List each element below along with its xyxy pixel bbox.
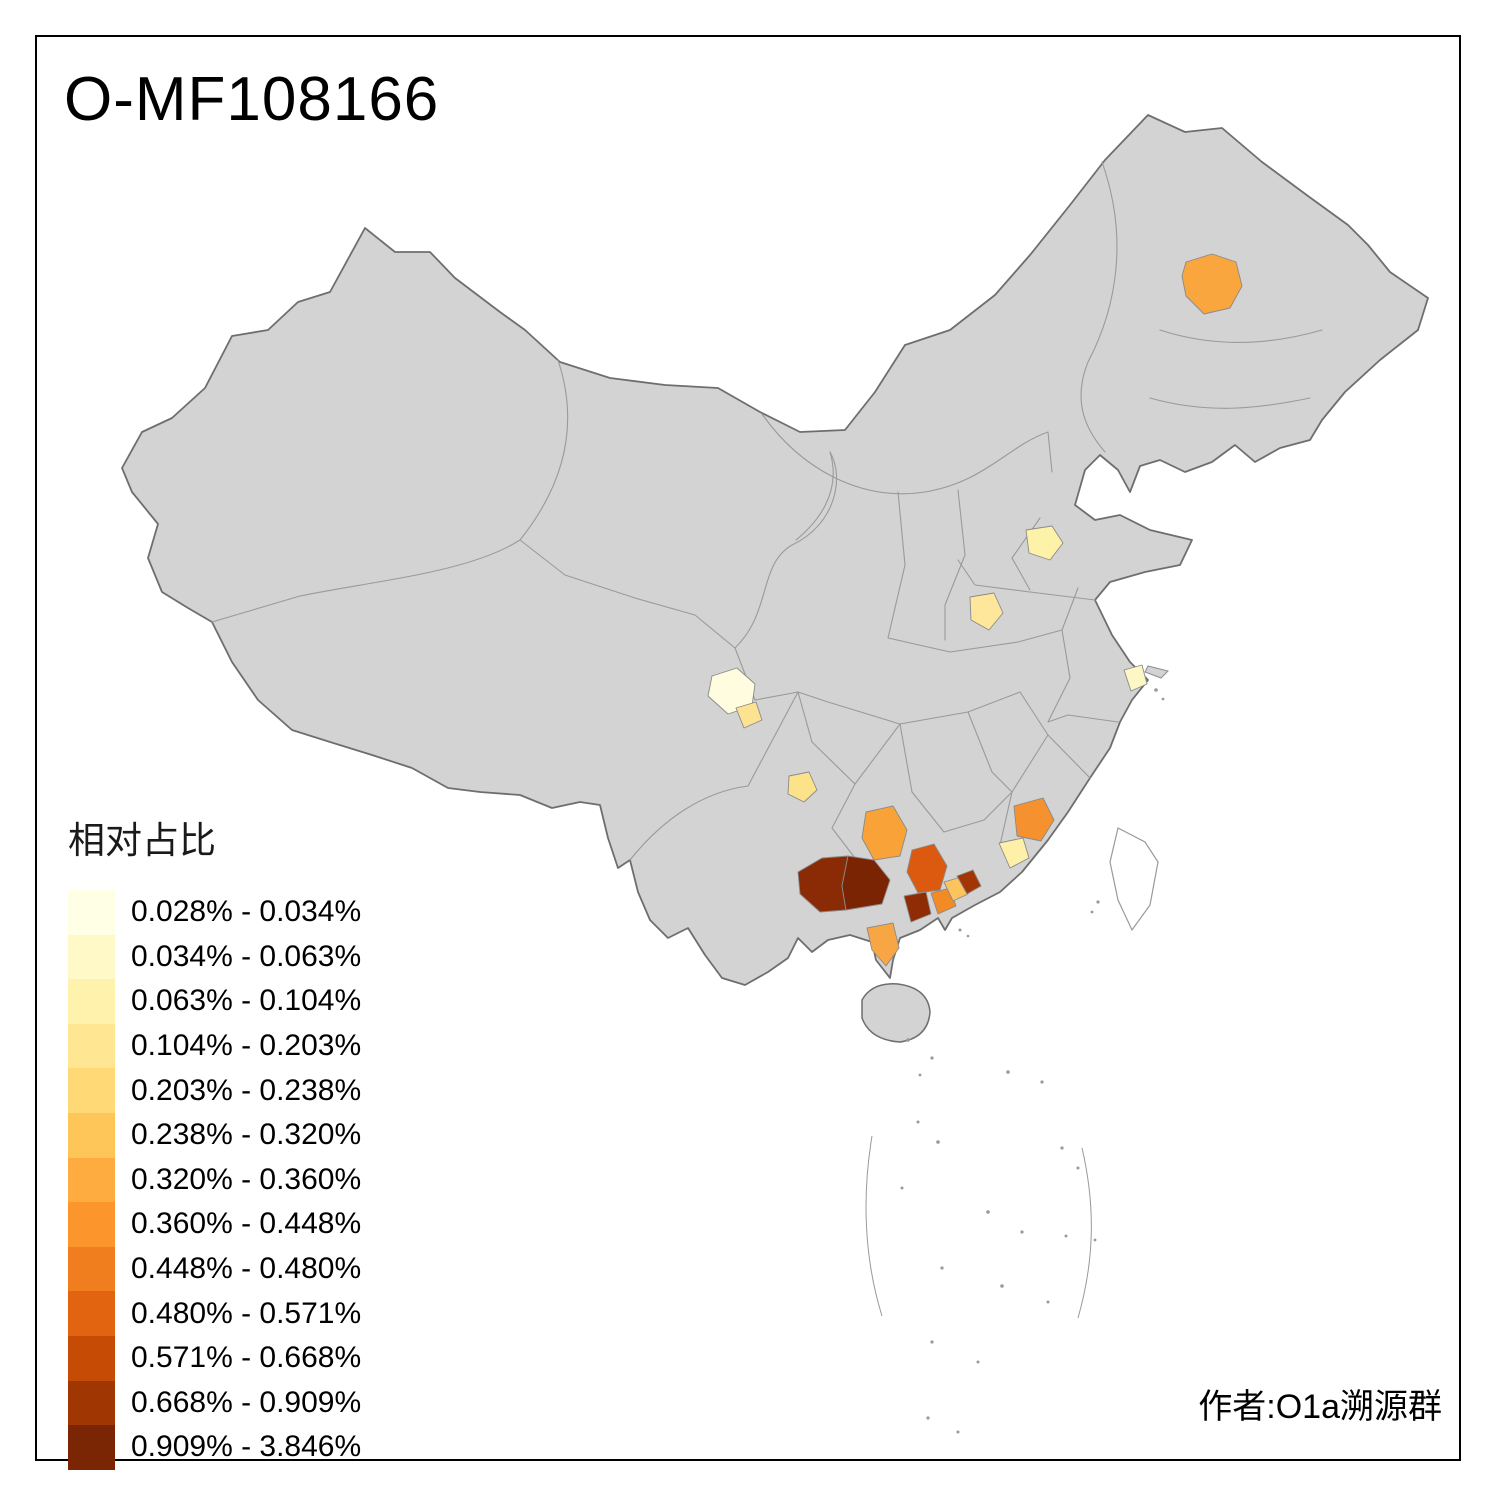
legend-label: 0.203% - 0.238% — [131, 1073, 362, 1107]
map-region-guangxi-north — [861, 805, 908, 861]
legend-label: 0.360% - 0.448% — [131, 1207, 362, 1241]
legend-title: 相对占比 — [68, 820, 216, 861]
legend-swatch — [68, 1023, 115, 1069]
legend-item: 0.028% - 0.034% — [68, 890, 361, 935]
legend-swatch — [68, 1246, 115, 1292]
legend-label: 0.028% - 0.034% — [131, 895, 362, 929]
legend-label: 0.238% - 0.320% — [131, 1118, 362, 1152]
map-region-shandong-west — [1025, 525, 1064, 561]
legend: 相对占比 0.028% - 0.034% 0.034% - 0.063% 0.063… — [68, 810, 361, 1470]
legend-label: 0.668% - 0.909% — [131, 1385, 362, 1419]
map-region-guangdong-west — [956, 869, 982, 895]
legend-swatch — [68, 1380, 115, 1426]
map-region-northeast — [1181, 253, 1243, 315]
legend-item: 0.320% - 0.360% — [68, 1157, 362, 1203]
map-region-leizhou — [866, 922, 900, 967]
south-china-sea-islands — [865, 688, 1165, 1434]
map-region-henan-east — [969, 592, 1004, 631]
map-region-sichuan-south — [735, 701, 763, 729]
hainan-island — [861, 983, 931, 1043]
legend-label: 0.571% - 0.668% — [131, 1341, 362, 1375]
taiwan-island — [1109, 827, 1159, 932]
legend-item: 0.448% - 0.480% — [68, 1246, 362, 1292]
legend-item: 0.063% - 0.104% — [68, 979, 361, 1024]
legend-label: 0.104% - 0.203% — [131, 1029, 362, 1063]
highlighted-regions — [707, 253, 1243, 967]
legend-swatch — [68, 1157, 115, 1203]
legend-swatch — [68, 890, 115, 935]
legend-item: 0.203% - 0.238% — [68, 1068, 361, 1113]
legend-swatch — [68, 1202, 115, 1247]
legend-items: 0.028% - 0.034% 0.034% - 0.063% 0.063% - 0… — [68, 890, 361, 1470]
legend-item: 0.360% - 0.448% — [68, 1202, 361, 1247]
map-region-guangxi-central — [906, 843, 948, 894]
province-borders — [211, 161, 1323, 863]
legend-swatch — [68, 1112, 115, 1158]
legend-label: 0.480% - 0.571% — [131, 1296, 362, 1330]
legend-label: 0.034% - 0.063% — [131, 939, 362, 973]
map-region-shanghai — [1123, 664, 1148, 692]
map-region-fujian-coast — [998, 837, 1030, 869]
legend-swatch — [68, 1291, 115, 1336]
legend-item: 0.238% - 0.320% — [68, 1112, 362, 1158]
credit: 作者:O1a溯源群 — [1198, 1388, 1442, 1426]
legend-swatch — [68, 979, 115, 1024]
page-title: O-MF108166 — [64, 65, 440, 134]
legend-item: 0.480% - 0.571% — [68, 1291, 361, 1336]
legend-item: 0.909% - 3.846% — [68, 1425, 361, 1470]
legend-item: 0.668% - 0.909% — [68, 1380, 362, 1426]
legend-swatch — [68, 1425, 115, 1470]
legend-swatch — [68, 1068, 115, 1113]
legend-label: 0.909% - 3.846% — [131, 1430, 362, 1464]
sea-boundary-line-east — [1077, 1147, 1092, 1319]
legend-label: 0.320% - 0.360% — [131, 1162, 362, 1196]
legend-swatch — [68, 1335, 115, 1381]
legend-label: 0.448% - 0.480% — [131, 1252, 362, 1286]
map-region-fujian-south — [1013, 797, 1055, 842]
map-region-guangxi-south — [903, 891, 932, 923]
legend-item: 0.104% - 0.203% — [68, 1023, 362, 1069]
legend-item: 0.034% - 0.063% — [68, 934, 362, 980]
legend-swatch — [68, 934, 115, 980]
legend-item: 0.571% - 0.668% — [68, 1335, 362, 1381]
chongming-island — [1144, 665, 1169, 679]
sea-boundary-line-west — [865, 1135, 883, 1317]
legend-label: 0.063% - 0.104% — [131, 984, 362, 1018]
map-region-guizhou — [787, 771, 818, 803]
